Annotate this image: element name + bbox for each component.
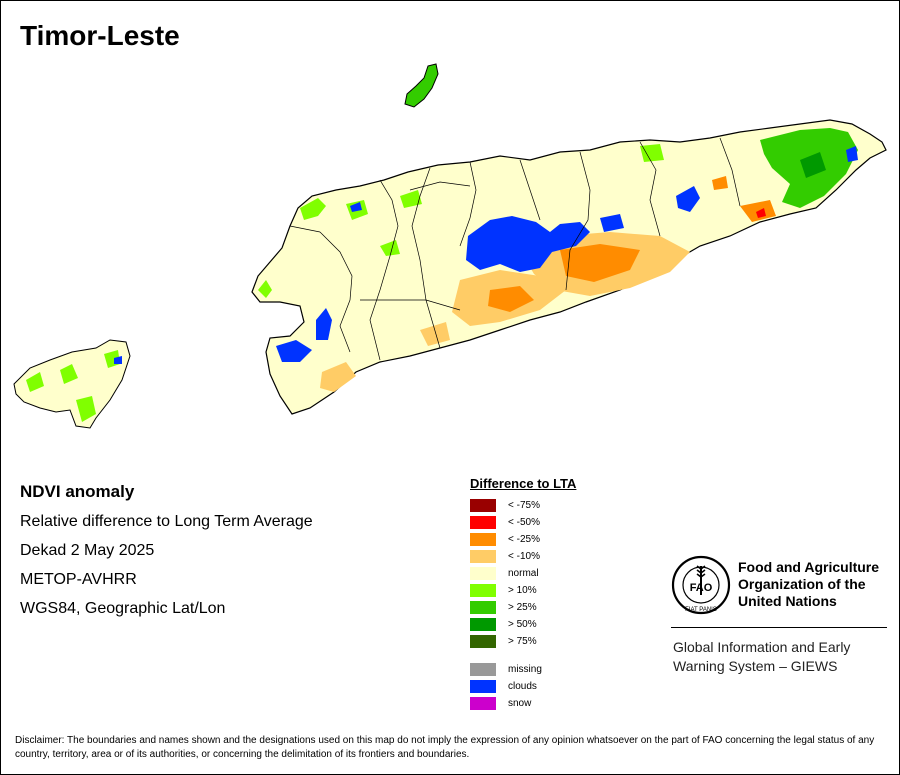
- legend-item: > 25%: [470, 599, 576, 616]
- legend-label: clouds: [508, 681, 537, 692]
- legend-swatch: [470, 618, 496, 631]
- legend-label: < -10%: [508, 551, 540, 562]
- info-line-date: Dekad 2 May 2025: [20, 542, 155, 559]
- legend-item: < -75%: [470, 497, 576, 514]
- legend-swatch: [470, 584, 496, 597]
- legend-item: < -25%: [470, 531, 576, 548]
- atauro-island: [404, 63, 439, 108]
- info-line-sensor: METOP-AVHRR: [20, 571, 137, 588]
- info-line-projection: WGS84, Geographic Lat/Lon: [20, 600, 226, 617]
- legend-item: > 75%: [470, 633, 576, 650]
- legend-item: normal: [470, 565, 576, 582]
- legend-item: snow: [470, 695, 576, 712]
- legend-label: snow: [508, 698, 532, 709]
- legend-item: clouds: [470, 678, 576, 695]
- legend-swatch: [470, 680, 496, 693]
- oecusse-region: [13, 339, 131, 429]
- legend-swatch: [470, 697, 496, 710]
- legend-label: > 50%: [508, 619, 537, 630]
- fao-name-line1: Food and Agriculture: [738, 559, 880, 575]
- legend-label: < -50%: [508, 517, 540, 528]
- legend-label: < -75%: [508, 500, 540, 511]
- legend-swatch: [470, 663, 496, 676]
- admin-boundaries: [289, 137, 741, 361]
- fao-organization-name: Food and Agriculture Organization of the…: [738, 559, 888, 610]
- fao-logo-icon: FAO FIAT PANIS: [671, 555, 731, 615]
- legend-item: missing: [470, 661, 576, 678]
- giews-line2: Warning System – GIEWS: [673, 658, 838, 674]
- map-title: Timor-Leste: [20, 20, 180, 51]
- legend-label: normal: [508, 568, 539, 579]
- fao-logo-motto: FIAT PANIS: [685, 607, 717, 613]
- legend-swatch: [470, 567, 496, 580]
- fao-name-line3: United Nations: [738, 593, 837, 609]
- legend-title: Difference to LTA: [470, 476, 577, 491]
- fao-logo-letters: FAO: [690, 582, 713, 594]
- legend-swatch: [470, 550, 496, 563]
- legend-swatch: [470, 601, 496, 614]
- legend-label: > 75%: [508, 636, 537, 647]
- giews-name: Global Information and Early Warning Sys…: [673, 638, 893, 676]
- legend-swatch: [470, 516, 496, 529]
- info-heading: NDVI anomaly: [20, 482, 135, 501]
- legend-item: < -10%: [470, 548, 576, 565]
- fao-name-line2: Organization of the: [738, 576, 866, 592]
- legend-item: > 50%: [470, 616, 576, 633]
- legend: Difference to LTA < -75% < -50% < -25% < -1…: [470, 476, 576, 712]
- legend-label: missing: [508, 664, 542, 675]
- cloud-patches: [114, 146, 858, 364]
- fao-divider: [671, 627, 887, 628]
- legend-item: < -50%: [470, 514, 576, 531]
- disclaimer: Disclaimer: The boundaries and names sho…: [15, 735, 875, 760]
- ndvi-map: [13, 63, 887, 429]
- legend-label: < -25%: [508, 534, 540, 545]
- giews-line1: Global Information and Early: [673, 639, 851, 655]
- legend-swatch: [470, 499, 496, 512]
- legend-label: > 10%: [508, 585, 537, 596]
- legend-label: > 25%: [508, 602, 537, 613]
- legend-swatch: [470, 533, 496, 546]
- map-info: NDVI anomaly Relative difference to Long…: [20, 482, 313, 629]
- legend-swatch: [470, 635, 496, 648]
- info-line-description: Relative difference to Long Term Average: [20, 513, 313, 530]
- legend-item: > 10%: [470, 582, 576, 599]
